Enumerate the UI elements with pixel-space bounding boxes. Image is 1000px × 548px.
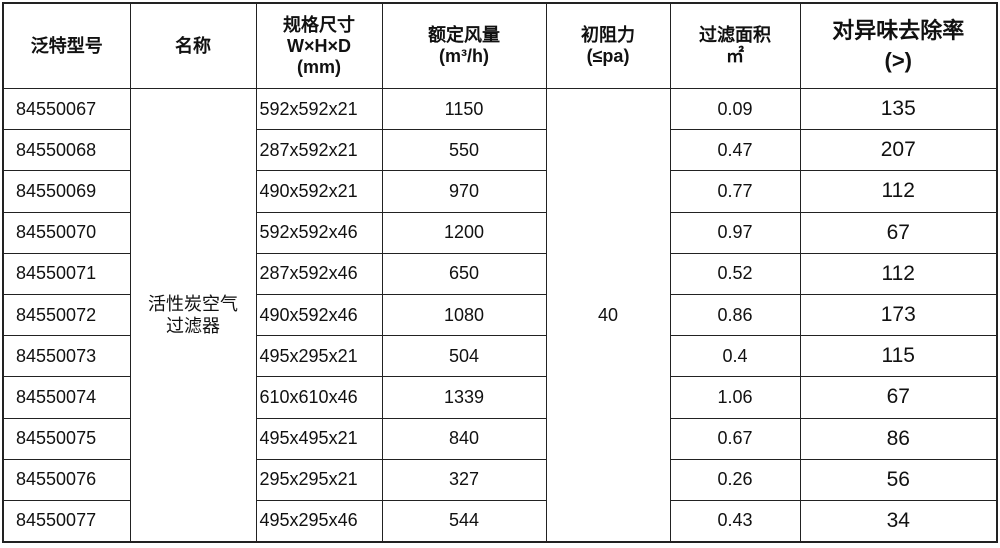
- name-line: 过滤器: [166, 316, 220, 337]
- header-line: 过滤面积: [699, 25, 771, 45]
- table-row: 84550076 295x295x21 327 0.26 56: [2, 458, 998, 501]
- header-line: 名称: [175, 35, 211, 56]
- size-cell: 495x295x21: [255, 335, 383, 378]
- header-line: (m³/h): [439, 46, 489, 66]
- size-cell: 490x592x46: [255, 293, 383, 337]
- filter-area-cell: 0.47: [669, 129, 801, 172]
- filter-area-cell: 0.4: [669, 335, 801, 378]
- table-row: 84550073 495x295x21 504 0.4 115: [2, 335, 998, 378]
- table-row: 84550075 495x495x21 840 0.67 86: [2, 417, 998, 460]
- filter-area-cell: 0.77: [669, 170, 801, 213]
- header-line: W×H×D: [286, 35, 351, 56]
- header-line: (≤pa): [586, 46, 630, 66]
- table-row: 84550070 592x592x46 1200 0.97 67: [2, 211, 998, 254]
- table-row: 84550071 287x592x46 650 0.52 112: [2, 252, 998, 295]
- odor-removal-rate-cell: 67: [799, 376, 998, 419]
- header-line: 额定风量: [428, 25, 500, 45]
- model-cell: 84550076: [2, 458, 131, 501]
- header-odor-removal-rate: 对异味去除率 (>): [799, 2, 998, 89]
- model-cell: 84550069: [2, 170, 131, 213]
- model-cell: 84550073: [2, 335, 131, 378]
- header-initial-resistance: 初阻力 (≤pa): [545, 2, 671, 89]
- odor-removal-rate-cell: 86: [799, 417, 998, 460]
- table-row: 84550077 495x295x46 544 0.43 34: [2, 499, 998, 543]
- model-cell: 84550070: [2, 211, 131, 254]
- airflow-cell: 840: [381, 417, 547, 460]
- filter-area-cell: 0.67: [669, 417, 801, 460]
- header-line: (mm): [297, 56, 341, 77]
- size-cell: 490x592x21: [255, 170, 383, 213]
- airflow-cell: 650: [381, 252, 547, 295]
- filter-area-cell: 0.26: [669, 458, 801, 501]
- size-cell: 295x295x21: [255, 458, 383, 501]
- odor-removal-rate-cell: 34: [799, 499, 998, 543]
- odor-removal-rate-cell: 173: [799, 293, 998, 337]
- airflow-cell: 550: [381, 129, 547, 172]
- header-line: (>): [884, 48, 913, 73]
- airflow-cell: 1339: [381, 376, 547, 419]
- size-cell: 495x295x46: [255, 499, 383, 543]
- header-line: 对异味去除率: [832, 18, 965, 43]
- model-cell: 84550068: [2, 129, 131, 172]
- header-name: 名称: [129, 2, 257, 89]
- size-cell: 287x592x21: [255, 129, 383, 172]
- size-cell: 592x592x21: [255, 87, 383, 131]
- filter-area-cell: 0.09: [669, 87, 801, 131]
- filter-area-cell: 1.06: [669, 376, 801, 419]
- odor-removal-rate-cell: 56: [799, 458, 998, 501]
- size-cell: 610x610x46: [255, 376, 383, 419]
- header-airflow: 额定风量 (m³/h): [381, 2, 547, 89]
- airflow-cell: 327: [381, 458, 547, 501]
- model-cell: 84550074: [2, 376, 131, 419]
- header-line: 初阻力: [581, 25, 635, 45]
- odor-removal-rate-cell: 112: [799, 252, 998, 295]
- initial-resistance-cell: 40: [545, 88, 671, 543]
- table-row: 84550067 活性炭空气 过滤器 592x592x21 1150 40 0.09 135: [2, 87, 998, 543]
- airflow-cell: 1080: [381, 293, 547, 337]
- odor-removal-rate-cell: 112: [799, 170, 998, 213]
- table-row: 84550068 287x592x21 550 0.47 207: [2, 129, 998, 172]
- airflow-cell: 504: [381, 335, 547, 378]
- table-row: 84550069 490x592x21 970 0.77 112: [2, 170, 998, 213]
- header-line: 泛特型号: [30, 35, 103, 56]
- header-line: ㎡: [726, 46, 744, 66]
- odor-removal-rate-cell: 67: [799, 211, 998, 254]
- filter-area-cell: 0.43: [669, 499, 801, 543]
- model-cell: 84550075: [2, 417, 131, 460]
- model-cell: 84550072: [2, 293, 131, 337]
- filter-area-cell: 0.97: [669, 211, 801, 254]
- model-cell: 84550071: [2, 252, 131, 295]
- size-cell: 287x592x46: [255, 252, 383, 295]
- header-line: 规格尺寸: [283, 14, 355, 35]
- header-model: 泛特型号: [2, 2, 131, 89]
- header-size: 规格尺寸 W×H×D (mm): [255, 2, 383, 89]
- model-cell: 84550067: [2, 87, 131, 131]
- size-cell: 592x592x46: [255, 211, 383, 254]
- odor-removal-rate-cell: 115: [799, 335, 998, 378]
- filter-area-cell: 0.52: [669, 252, 801, 295]
- airflow-cell: 1150: [381, 87, 547, 131]
- model-cell: 84550077: [2, 499, 131, 543]
- airflow-cell: 970: [381, 170, 547, 213]
- odor-removal-rate-cell: 207: [799, 129, 998, 172]
- table-row: 84550072 490x592x46 1080 0.86 173: [2, 293, 998, 337]
- airflow-cell: 1200: [381, 211, 547, 254]
- name-line: 活性炭空气: [148, 294, 238, 315]
- size-cell: 495x495x21: [255, 417, 383, 460]
- filter-area-cell: 0.86: [669, 293, 801, 337]
- name-cell: 活性炭空气 过滤器: [129, 88, 257, 543]
- airflow-cell: 544: [381, 499, 547, 543]
- header-row: 泛特型号 名称 规格尺寸 W×H×D (mm) 额定风量 (m³/h) 初阻力 (≤pa) 过滤面…: [2, 2, 998, 89]
- odor-removal-rate-cell: 135: [799, 87, 998, 131]
